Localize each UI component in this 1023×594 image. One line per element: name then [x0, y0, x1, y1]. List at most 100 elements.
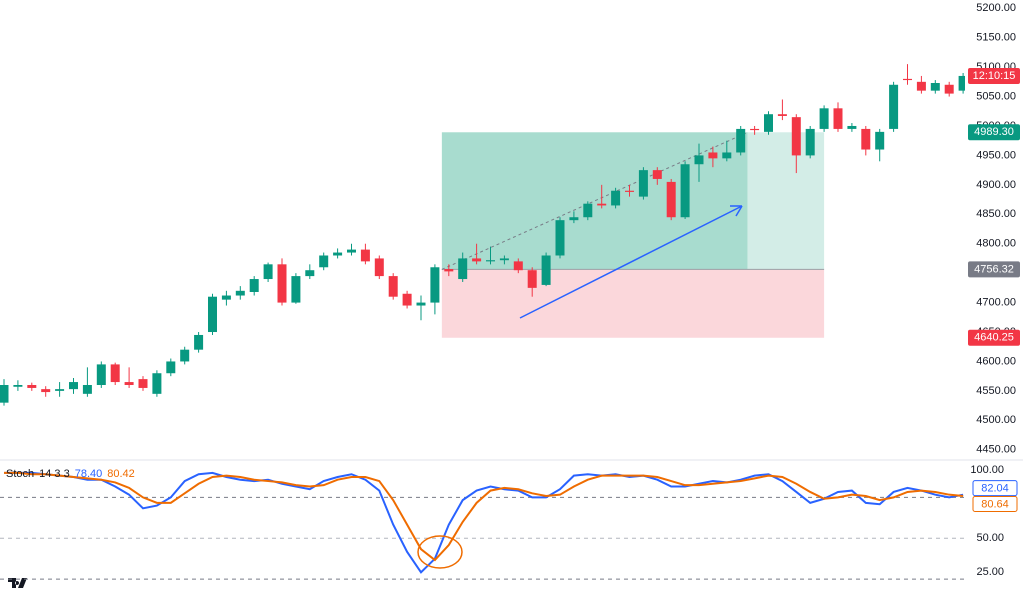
candle-body [541, 255, 551, 285]
candle-body [569, 217, 579, 221]
candle-body [930, 83, 940, 91]
candle-body [833, 108, 843, 129]
stoch-line [4, 471, 964, 562]
candle-body [708, 152, 718, 159]
y-tick-label: 4500.00 [976, 414, 1016, 426]
legend-item: 78.40 [75, 468, 103, 480]
candle-body [652, 170, 662, 179]
candle-body [208, 296, 217, 333]
y-tick-label: 4600.00 [976, 355, 1016, 367]
price-badge [968, 67, 1020, 84]
price-badge-label: 12:10:15 [973, 70, 1016, 82]
candle-body [777, 114, 787, 116]
y-tick-label: 5050.00 [976, 90, 1016, 102]
legend-item: Stoch [6, 468, 34, 480]
price-badge [968, 124, 1020, 141]
candle-body [819, 108, 829, 129]
candle-body [889, 84, 899, 129]
candle-body [55, 389, 65, 391]
candle-body [277, 264, 287, 303]
candle-body [638, 170, 648, 197]
candle-body [388, 276, 398, 297]
candle-body [360, 249, 370, 262]
candle-body [166, 361, 176, 374]
candle-body [764, 114, 773, 132]
y-tick-label: 5200.00 [976, 2, 1016, 14]
price-badge-label: 4989.30 [974, 126, 1014, 138]
candle-body [430, 267, 440, 303]
candle-body [416, 302, 426, 306]
candle-body [82, 385, 92, 394]
candle-body [694, 155, 704, 165]
y-tick-label: 4450.00 [976, 444, 1016, 456]
candle-body [750, 128, 760, 131]
y-tick-label: 4800.00 [976, 238, 1016, 250]
candle-body [736, 128, 746, 153]
arrow [519, 205, 743, 319]
legend-item: 80.42 [107, 468, 135, 480]
y-tick-label: 4900.00 [976, 179, 1016, 191]
legend: Stoch 14 3 3 78.40 80.42 [6, 468, 135, 480]
candle-body [527, 270, 537, 288]
highlight-circle [417, 535, 463, 569]
candle-body [138, 379, 148, 388]
candle-body [235, 290, 245, 296]
candle-body [180, 349, 190, 362]
y-tick-label: 50.00 [976, 532, 1004, 544]
y-tick-label: 100.00 [970, 464, 1004, 476]
candle-body [499, 258, 509, 261]
candle-body [791, 117, 801, 156]
legend-item: 14 3 3 [39, 468, 70, 480]
candle-body [861, 128, 871, 150]
candle-body [13, 385, 23, 387]
candle-body [291, 276, 301, 303]
candle-body [319, 255, 329, 268]
candle-body [194, 334, 204, 350]
candle-body [69, 382, 78, 390]
stoch-line [4, 471, 964, 574]
loss-zone [441, 269, 825, 338]
candle-body [249, 279, 259, 292]
price-badge-label: 4756.32 [974, 263, 1014, 275]
candle-body [805, 128, 815, 156]
candle-body [333, 252, 343, 256]
candle-body [374, 258, 384, 277]
candle-body [472, 258, 482, 262]
candle-body [124, 382, 134, 386]
candle-body [305, 270, 315, 277]
price-badge [968, 329, 1020, 346]
candle-body [96, 364, 106, 386]
candle-body [0, 385, 9, 403]
candle-body [221, 295, 231, 300]
y-tick-label: 25.00 [976, 566, 1004, 578]
price-badge [968, 261, 1020, 278]
candle-body [903, 78, 912, 81]
candle-body [27, 385, 37, 388]
candle-body [958, 75, 965, 91]
candle-body [110, 364, 120, 383]
candle-body [944, 84, 954, 94]
stoch-pane [4, 471, 964, 574]
y-tick-label: 4850.00 [976, 208, 1016, 220]
candle-body [458, 258, 468, 280]
value-badge-label: 82.04 [981, 483, 1009, 495]
candle-body [666, 181, 676, 218]
candle-body [722, 152, 732, 159]
y-tick-label: 4700.00 [976, 296, 1016, 308]
candle-body [444, 269, 454, 272]
value-badge [972, 496, 1018, 513]
candle-body [680, 164, 690, 218]
candle-body [555, 220, 565, 256]
arrow-head [730, 205, 743, 217]
candle-body [916, 81, 926, 91]
candle-body [263, 264, 273, 280]
candle-body [41, 389, 51, 393]
candle-body [513, 261, 523, 271]
candle-body [583, 203, 593, 218]
value-badge [972, 480, 1018, 497]
candle-body [152, 373, 162, 394]
candle-body [625, 190, 634, 192]
candle-body [611, 190, 621, 206]
